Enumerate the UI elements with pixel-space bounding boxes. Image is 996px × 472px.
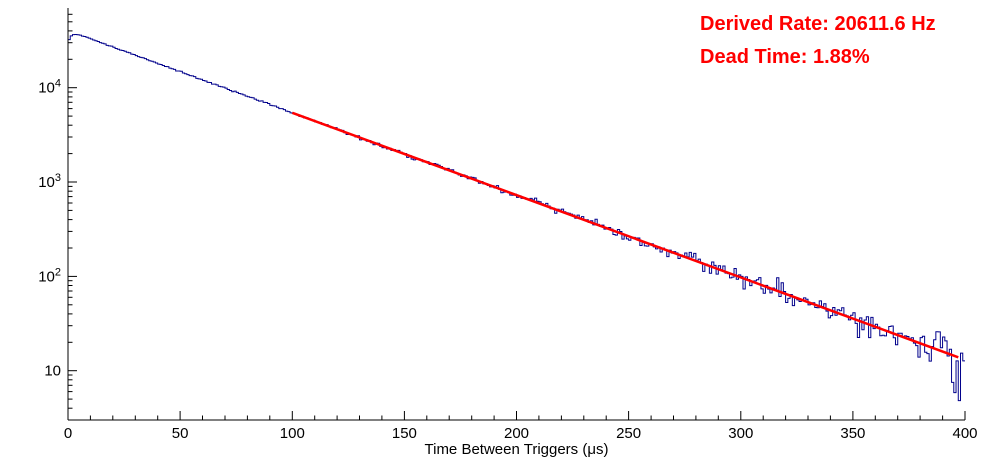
x-axis-title: Time Between Triggers (μs) xyxy=(424,441,609,458)
x-tick-label: 200 xyxy=(504,425,529,442)
histogram-line xyxy=(68,33,965,402)
dead-time-label: Dead Time: 1.88% xyxy=(700,46,870,68)
x-tick-label: 100 xyxy=(280,425,305,442)
y-tick-label: 102 xyxy=(38,266,61,285)
x-tick-label: 150 xyxy=(392,425,417,442)
x-tick-label: 300 xyxy=(728,425,753,442)
x-tick-label: 250 xyxy=(616,425,641,442)
x-tick-label: 50 xyxy=(172,425,189,442)
derived-rate-label: Derived Rate: 20611.6 Hz xyxy=(700,13,936,35)
fit-line xyxy=(291,111,959,359)
tick-labels: 0 50 100 150 200 250 300 350 400 10 102 103 104 xyxy=(38,78,977,442)
x-tick-label: 350 xyxy=(840,425,865,442)
y-tick-label: 10 xyxy=(44,363,61,380)
stats-box: Derived Rate: 20611.6 Hz Dead Time: 1.88… xyxy=(700,8,936,74)
y-tick-label: 104 xyxy=(38,78,61,97)
x-tick-label: 400 xyxy=(952,425,977,442)
y-tick-label: 103 xyxy=(38,172,61,191)
axes xyxy=(67,8,966,421)
x-tick-label: 0 xyxy=(64,425,72,442)
